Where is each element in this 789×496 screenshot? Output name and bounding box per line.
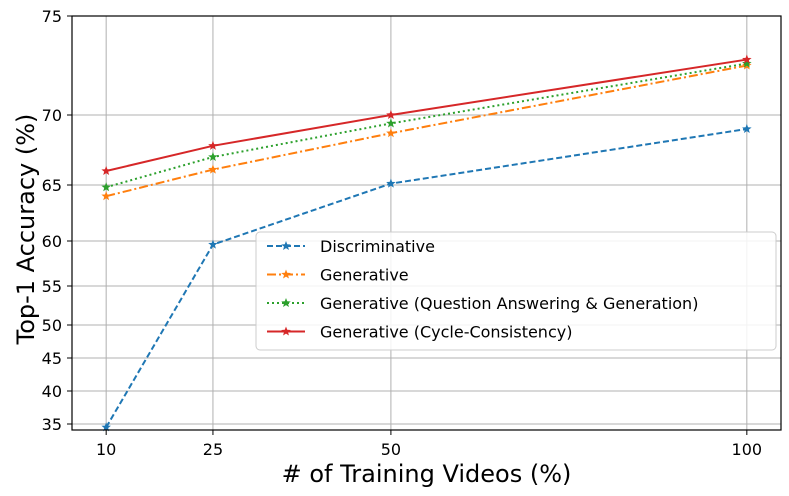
data-point-marker	[208, 239, 218, 249]
legend-item: Generative (Cycle-Consistency)	[267, 323, 572, 342]
legend-box	[255, 231, 777, 351]
legend-label: Generative	[320, 266, 409, 285]
data-point-marker	[101, 191, 111, 201]
legend-label: Generative (Question Answering & Generat…	[320, 294, 698, 313]
x-tick-label: 25	[203, 440, 223, 459]
data-point-marker	[208, 140, 218, 150]
series-line	[105, 128, 747, 428]
y-tick-label: 40	[42, 382, 62, 401]
data-point-marker	[742, 54, 752, 64]
y-tick-label: 60	[42, 232, 62, 251]
legend: Discriminative Generative Generative (Ques…	[255, 231, 777, 351]
data-point-marker	[208, 152, 218, 162]
legend-item: Generative (Question Answering & Generat…	[267, 294, 698, 313]
data-point-marker	[386, 118, 396, 128]
series-2	[101, 60, 752, 201]
legend-label: Generative (Cycle-Consistency)	[320, 323, 572, 342]
y-axis-ticks: 35 40 45 50 55 60 65 70 75	[42, 7, 72, 434]
y-tick-label: 45	[42, 349, 62, 368]
legend-star-icon	[281, 298, 291, 308]
x-tick-label: 50	[381, 440, 401, 459]
grid	[72, 15, 781, 430]
legend-item: Generative	[267, 266, 409, 285]
series-4	[101, 54, 752, 176]
y-tick-label: 50	[42, 316, 62, 335]
plot-frame	[71, 15, 782, 431]
data-point-marker	[101, 182, 111, 192]
x-axis-label: # of Training Videos (%)	[282, 460, 572, 488]
series-layer	[101, 54, 752, 432]
data-point-marker	[386, 178, 396, 188]
legend-item: Discriminative	[267, 237, 435, 256]
legend-star-icon	[281, 326, 291, 336]
data-point-marker	[101, 166, 111, 176]
x-tick-label: 100	[732, 440, 763, 459]
y-tick-label: 55	[42, 277, 62, 296]
y-axis-label: Top-1 Accuracy (%)	[12, 114, 40, 346]
y-tick-label: 65	[42, 176, 62, 195]
data-point-marker	[386, 128, 396, 138]
series-line	[105, 64, 748, 198]
y-tick-label: 75	[42, 7, 62, 26]
data-point-marker	[386, 110, 396, 120]
legend-star-icon	[281, 241, 291, 251]
data-point-marker	[742, 124, 752, 134]
x-tick-label: 10	[96, 440, 116, 459]
series-line	[105, 58, 747, 172]
series-1	[101, 124, 752, 432]
data-point-marker	[101, 422, 111, 432]
data-point-marker	[742, 58, 752, 68]
series-line	[105, 62, 747, 189]
y-tick-label: 70	[42, 106, 62, 125]
series-3	[101, 58, 752, 192]
x-axis-ticks: 10 25 50 100	[96, 430, 762, 459]
legend-label: Discriminative	[320, 237, 435, 256]
legend-star-icon	[281, 269, 291, 279]
y-tick-label: 35	[42, 415, 62, 434]
data-point-marker	[208, 164, 218, 174]
